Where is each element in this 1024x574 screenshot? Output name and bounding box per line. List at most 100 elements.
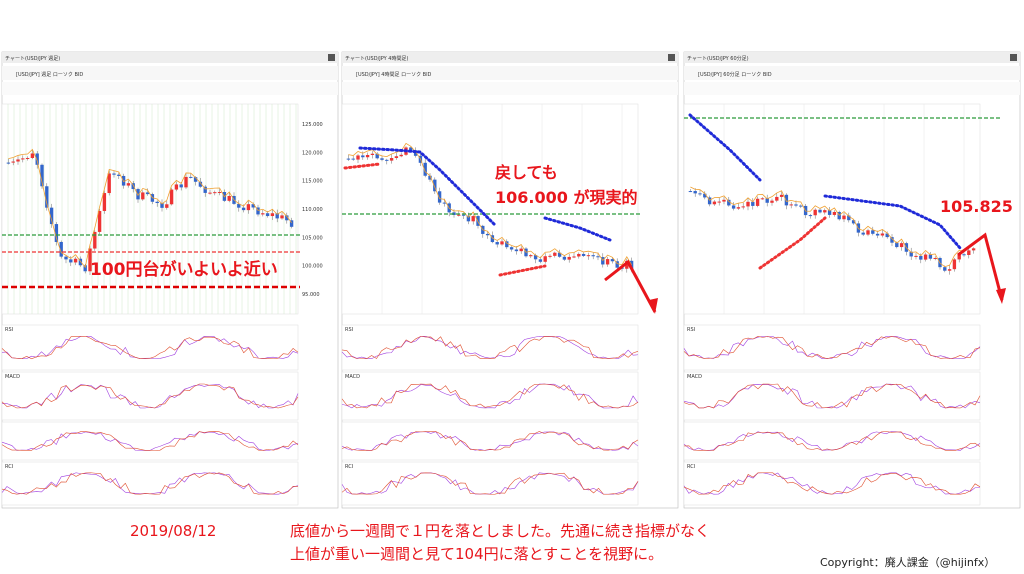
candle (746, 201, 750, 207)
candle (241, 207, 246, 211)
candle (722, 199, 726, 202)
candle (54, 224, 59, 242)
candle (760, 198, 765, 200)
candle (586, 255, 591, 257)
close-button[interactable] (328, 54, 335, 61)
candle (169, 189, 174, 205)
indicator-label: RSI (5, 327, 13, 333)
candle (572, 256, 576, 258)
close-button[interactable] (1010, 54, 1017, 61)
indicator-line (1, 431, 299, 451)
candle (370, 153, 375, 155)
indicator-line (683, 383, 981, 409)
candle (605, 259, 610, 265)
candle (731, 205, 736, 209)
indicator-pane (341, 421, 639, 461)
candle (875, 233, 880, 236)
y-tick-label: 115.000 (302, 179, 323, 185)
candle (16, 159, 20, 162)
close-button[interactable] (668, 54, 675, 61)
indicator-label: MACD (5, 374, 20, 380)
indicator-pane (683, 421, 981, 461)
candle (615, 261, 619, 268)
candle (799, 205, 803, 207)
candle (818, 209, 822, 213)
candle (914, 255, 918, 257)
caption: 上値が重い一週間と見て104円に落とすことを視野に。 (290, 545, 663, 563)
candle (736, 207, 741, 209)
candle (217, 191, 222, 193)
candle (629, 260, 634, 269)
candle (514, 249, 519, 252)
candle (365, 154, 370, 158)
candle (165, 204, 169, 208)
candle (909, 251, 913, 257)
candle (389, 158, 394, 161)
candle (289, 220, 294, 227)
parabolic-sar (498, 264, 547, 277)
indicator-line (341, 383, 639, 409)
candle (779, 194, 784, 197)
moving-average (348, 142, 632, 266)
candle (693, 191, 697, 194)
candle (457, 214, 461, 216)
panel-title: チャート(USD/JPY 4時間足) (345, 56, 408, 62)
toolbar (342, 82, 678, 95)
candle (967, 250, 971, 255)
candle (69, 259, 73, 263)
candle (35, 153, 39, 165)
candle (93, 231, 97, 249)
title-bar (684, 52, 1020, 63)
indicator-pane (683, 324, 981, 371)
candle (947, 269, 952, 271)
candle (610, 259, 615, 262)
y-tick-label: 120.000 (302, 150, 323, 156)
candle (923, 254, 928, 260)
candle (21, 158, 25, 160)
candle (847, 215, 851, 221)
candle (198, 181, 203, 187)
candle (808, 215, 813, 217)
indicator-line (341, 472, 639, 495)
candle (437, 191, 442, 203)
candle (442, 202, 447, 204)
candle (237, 203, 241, 208)
candle (712, 201, 717, 205)
indicator-pane (1, 324, 299, 371)
candle (895, 242, 899, 248)
candle (203, 186, 207, 193)
candle (73, 258, 78, 263)
candle (933, 257, 937, 259)
candle (827, 210, 832, 215)
candle (423, 162, 427, 176)
candle (380, 158, 384, 160)
panel-title: チャート(USD/JPY 週足) (5, 55, 60, 62)
candle (275, 213, 279, 219)
title-bar (342, 52, 678, 63)
candle (842, 215, 846, 220)
candle (471, 216, 475, 222)
candle (823, 210, 827, 213)
candle (160, 203, 164, 208)
candle (131, 183, 135, 190)
candle (102, 193, 107, 211)
indicator-line (341, 335, 639, 360)
candle (567, 256, 571, 260)
candle (270, 213, 275, 217)
indicator-line (1, 335, 299, 360)
candle (755, 198, 760, 206)
caption-date: 2019/08/12 (130, 522, 216, 540)
candle (784, 194, 789, 206)
chart-area (1, 103, 299, 315)
indicator-pane (1, 421, 299, 461)
indicator-pane (683, 371, 981, 421)
symbol: [USD/JPY] 週足 ローソク BID (16, 71, 83, 78)
indicator-line (1, 472, 299, 495)
candle (6, 162, 11, 164)
arrow-head (649, 298, 658, 314)
parabolic-sar (758, 216, 827, 270)
candle (97, 210, 102, 232)
candle (813, 209, 817, 216)
candle (59, 241, 63, 257)
candle (765, 198, 769, 203)
